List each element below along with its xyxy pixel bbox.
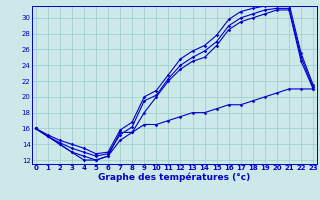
- X-axis label: Graphe des températures (°c): Graphe des températures (°c): [98, 173, 251, 182]
